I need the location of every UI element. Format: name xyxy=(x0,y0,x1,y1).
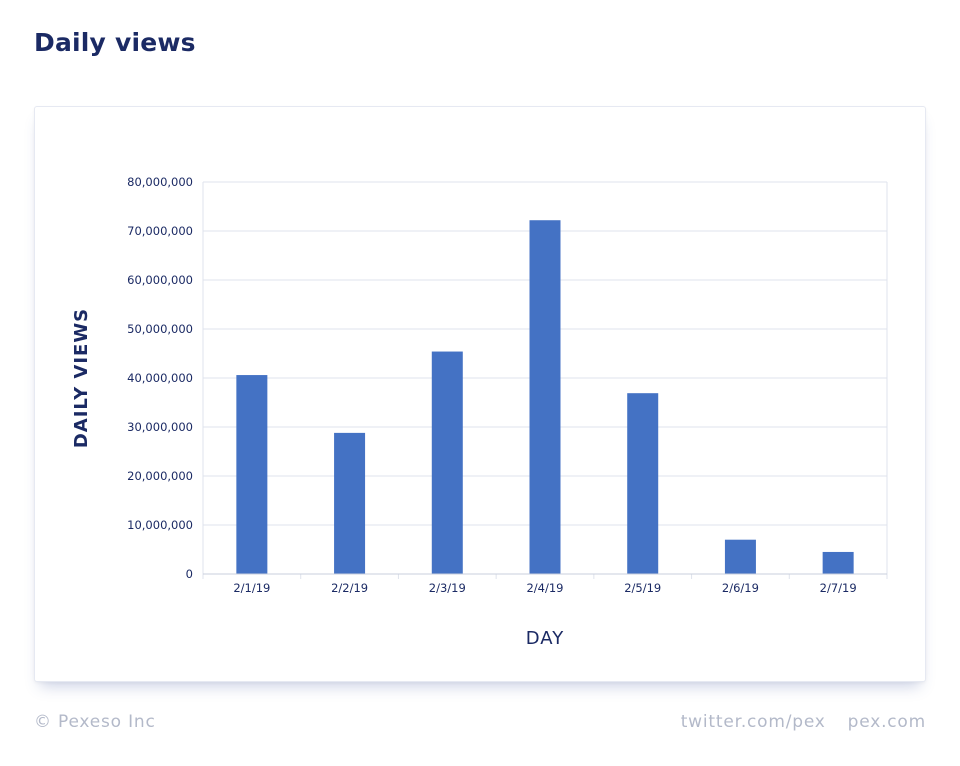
y-tick-label: 40,000,000 xyxy=(127,371,193,385)
x-tick-label: 2/5/19 xyxy=(624,581,661,595)
y-tick-label: 80,000,000 xyxy=(127,175,193,189)
y-tick-label: 0 xyxy=(186,567,193,581)
y-axis-ticks: 0 10,000,000 20,000,000 30,000,000 40,000,00… xyxy=(127,175,193,581)
page-title: Daily views xyxy=(34,28,196,57)
bar xyxy=(334,432,366,574)
footer-copyright: © Pexeso Inc xyxy=(34,712,156,732)
bar-chart: 0 10,000,000 20,000,000 30,000,000 40,000,00… xyxy=(71,175,888,649)
bars xyxy=(236,220,854,574)
footer-link-twitter[interactable]: twitter.com/pex xyxy=(680,712,826,732)
footer-link-site[interactable]: pex.com xyxy=(847,712,926,732)
y-tick-label: 70,000,000 xyxy=(127,224,193,238)
footer-links: twitter.com/pex pex.com xyxy=(681,712,926,732)
x-tick-label: 2/6/19 xyxy=(722,581,759,595)
bar xyxy=(236,375,268,574)
bar xyxy=(627,393,659,574)
y-tick-label: 10,000,000 xyxy=(127,518,193,532)
y-tick-label: 60,000,000 xyxy=(127,273,193,287)
x-tick-label: 2/7/19 xyxy=(820,581,857,595)
x-tick-label: 2/4/19 xyxy=(526,581,563,595)
bar xyxy=(431,351,463,574)
y-tick-label: 20,000,000 xyxy=(127,469,193,483)
bar xyxy=(724,539,756,574)
x-tick-label: 2/3/19 xyxy=(429,581,466,595)
x-axis-label: DAY xyxy=(526,628,564,649)
chart-card: 0 10,000,000 20,000,000 30,000,000 40,000,00… xyxy=(34,106,926,682)
x-tick-label: 2/1/19 xyxy=(233,581,270,595)
x-axis-ticks: 2/1/19 2/2/19 2/3/19 2/4/19 2/5/19 2/6/19 2/7/… xyxy=(202,574,888,595)
bar xyxy=(529,220,561,574)
y-tick-label: 30,000,000 xyxy=(127,420,193,434)
x-tick-label: 2/2/19 xyxy=(331,581,368,595)
y-tick-label: 50,000,000 xyxy=(127,322,193,336)
y-axis-label: DAILY VIEWS xyxy=(71,308,92,448)
bar xyxy=(822,551,854,574)
